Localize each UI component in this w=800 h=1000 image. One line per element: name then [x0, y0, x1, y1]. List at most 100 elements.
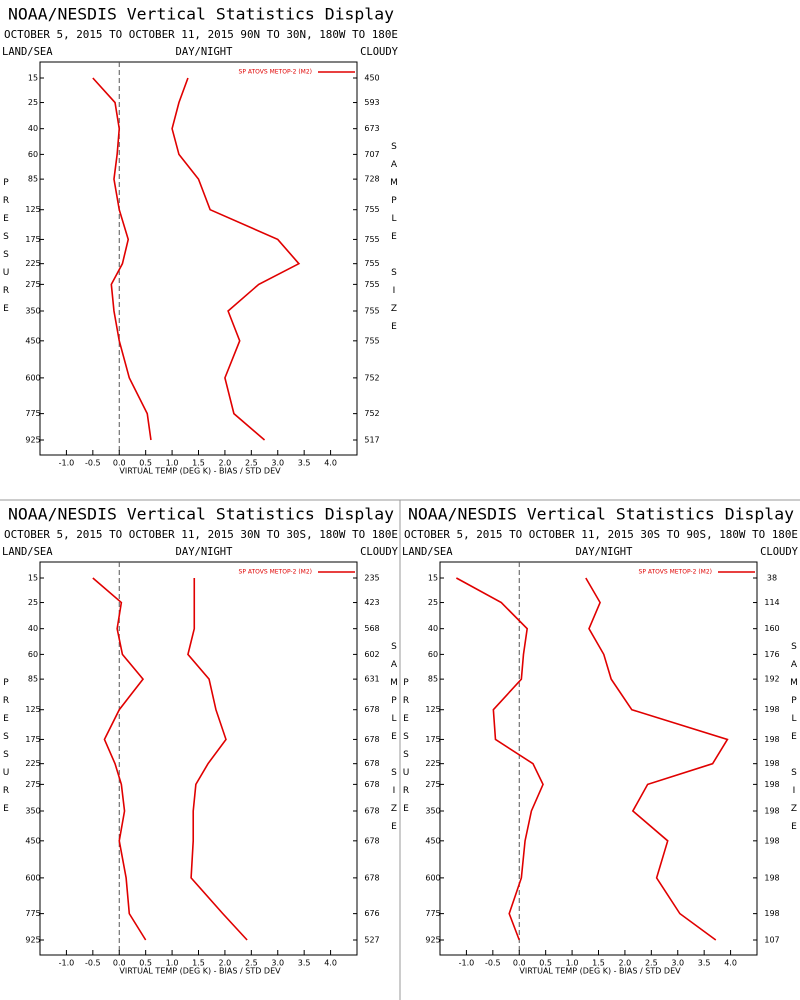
- x-tick-label: 3.5: [298, 459, 311, 468]
- header-right: CLOUDY: [360, 46, 399, 58]
- profile-line: [187, 578, 248, 941]
- panel-subtitle: OCTOBER 5, 2015 TO OCTOBER 11, 2015 30N …: [4, 529, 398, 541]
- x-tick-label: 3.5: [298, 959, 311, 968]
- header-left: LAND/SEA: [2, 46, 53, 58]
- pressure-label: 25: [28, 598, 38, 607]
- pressure-label: 600: [25, 373, 40, 382]
- pressure-label: 925: [25, 436, 40, 445]
- pressure-label: 775: [25, 409, 40, 418]
- x-tick-label: 4.0: [324, 959, 337, 968]
- sample-size-label: 198: [764, 780, 779, 789]
- x-tick-label: -0.5: [85, 459, 101, 468]
- sample-size-label: 38: [767, 574, 777, 583]
- x-tick-label: -0.5: [485, 959, 501, 968]
- sample-size-label: 755: [364, 235, 379, 244]
- sample-size-label: 198: [764, 836, 779, 845]
- pressure-label: 175: [25, 735, 40, 744]
- pressure-label: 25: [428, 598, 438, 607]
- x-tick-label: -0.5: [85, 959, 101, 968]
- x-tick-label: 2.5: [245, 459, 258, 468]
- pressure-label: 450: [25, 336, 40, 345]
- pressure-label: 60: [28, 150, 38, 159]
- sample-size-label: 678: [364, 873, 379, 882]
- x-tick-label: 0.5: [139, 959, 152, 968]
- sample-size-label: 678: [364, 705, 379, 714]
- pressure-label: 600: [25, 873, 40, 882]
- x-tick-label: 0.5: [139, 459, 152, 468]
- sample-size-label: 192: [764, 675, 779, 684]
- sample-size-label: 568: [364, 624, 379, 633]
- sample-size-label: 678: [364, 759, 379, 768]
- x-tick-label: 1.0: [566, 959, 579, 968]
- x-tick-label: 4.0: [724, 959, 737, 968]
- x-tick-label: 1.0: [166, 959, 179, 968]
- profile-line: [585, 577, 729, 941]
- pressure-label: 275: [25, 780, 40, 789]
- sample-size-label: 423: [364, 598, 379, 607]
- x-tick-label: 4.0: [324, 459, 337, 468]
- sample-size-label: 160: [764, 624, 779, 633]
- sample-size-label: 676: [364, 909, 379, 918]
- x-tick-label: 3.0: [271, 959, 284, 968]
- sample-size-label: 755: [364, 280, 379, 289]
- sample-size-label: 755: [364, 336, 379, 345]
- sample-size-label: 752: [364, 409, 379, 418]
- sample-size-label: 602: [364, 650, 379, 659]
- pressure-label: 40: [28, 124, 38, 133]
- pressure-label: 60: [28, 650, 38, 659]
- x-tick-label: -1.0: [59, 459, 75, 468]
- pressure-label: 925: [425, 936, 440, 945]
- header-right: CLOUDY: [760, 546, 799, 558]
- pressure-label: 600: [425, 873, 440, 882]
- panel: NOAA/NESDIS Vertical Statistics Display O…: [2, 505, 399, 976]
- profile-line: [92, 577, 147, 941]
- panel-title: NOAA/NESDIS Vertical Statistics Display: [8, 5, 394, 24]
- pressure-label: 350: [25, 306, 40, 315]
- profile-line: [92, 77, 152, 441]
- sample-size-label: 198: [764, 759, 779, 768]
- panel: NOAA/NESDIS Vertical Statistics Display O…: [402, 505, 799, 976]
- x-tick-label: 0.5: [539, 959, 552, 968]
- sample-size-label: 678: [364, 806, 379, 815]
- sample-size-label: 728: [364, 175, 379, 184]
- pressure-label: 350: [425, 806, 440, 815]
- panel-subtitle: OCTOBER 5, 2015 TO OCTOBER 11, 2015 30S …: [404, 529, 798, 541]
- panel-subtitle: OCTOBER 5, 2015 TO OCTOBER 11, 2015 90N …: [4, 29, 398, 41]
- header-center: DAY/NIGHT: [176, 46, 234, 58]
- sample-size-label: 631: [364, 675, 379, 684]
- pressure-label: 40: [428, 624, 438, 633]
- x-tick-label: 0.0: [113, 459, 126, 468]
- sample-size-label: 450: [364, 74, 379, 83]
- sample-size-label: 235: [364, 574, 379, 583]
- pressure-label: 125: [25, 205, 40, 214]
- x-tick-label: 2.0: [219, 459, 232, 468]
- sample-size-label: 755: [364, 259, 379, 268]
- x-axis-label: VIRTUAL TEMP (DEG K) - BIAS / STD DEV: [519, 967, 681, 976]
- profile-line: [171, 77, 301, 441]
- x-axis-label: VIRTUAL TEMP (DEG K) - BIAS / STD DEV: [119, 967, 281, 976]
- pressure-label: 450: [25, 836, 40, 845]
- header-left: LAND/SEA: [402, 546, 453, 558]
- sample-size-label: 107: [764, 936, 779, 945]
- x-tick-label: 2.5: [245, 959, 258, 968]
- sample-size-label: 198: [764, 735, 779, 744]
- x-tick-label: 3.5: [698, 959, 711, 968]
- sample-size-label: 198: [764, 873, 779, 882]
- pressure-label: 775: [425, 909, 440, 918]
- sample-size-label: 593: [364, 98, 379, 107]
- profile-line: [455, 577, 544, 941]
- pressure-label: 275: [25, 280, 40, 289]
- sample-size-label: 198: [764, 705, 779, 714]
- x-tick-label: 2.0: [219, 959, 232, 968]
- sample-size-label: 527: [364, 936, 379, 945]
- sample-size-label: 198: [764, 806, 779, 815]
- x-tick-label: 1.5: [592, 959, 605, 968]
- x-tick-label: 3.0: [671, 959, 684, 968]
- x-tick-label: 1.0: [166, 459, 179, 468]
